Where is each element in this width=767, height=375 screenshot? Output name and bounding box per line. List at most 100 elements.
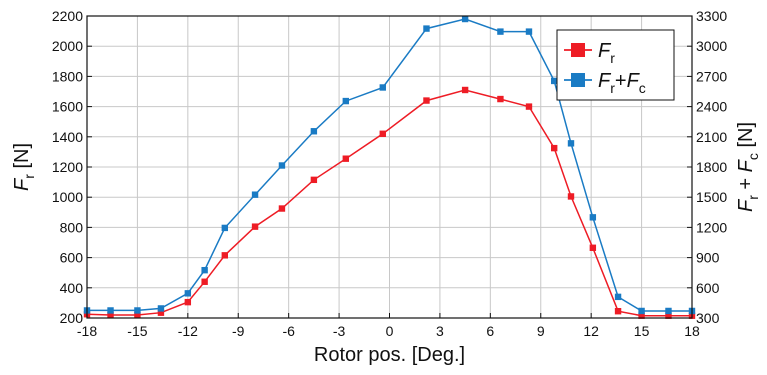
data-point-fr — [251, 223, 259, 230]
legend-frfc-sub: r — [610, 80, 615, 96]
x-tick-label: 12 — [583, 323, 599, 339]
x-tick-label: -3 — [333, 323, 346, 339]
x-tick-label: -12 — [178, 323, 198, 339]
right-y-tick-labels: 300 600 900 1200 1500 1800 2100 2400 2700 3000 330… — [687, 8, 727, 326]
right-y-tick-label: 1800 — [696, 159, 727, 175]
left-y-tick-label: 2000 — [52, 38, 83, 54]
data-point-fr-fc — [461, 15, 469, 23]
right-y-tick-label: 3300 — [696, 8, 727, 24]
x-tick-label: 6 — [486, 323, 494, 339]
legend-label-frfc: Fr+Fc — [598, 70, 646, 96]
data-point-fr-fc — [614, 293, 622, 301]
grid — [86, 15, 693, 319]
legend-label-fr: Fr — [598, 40, 615, 66]
data-point-fr — [550, 144, 558, 152]
left-y-axis-label: Fr [N] — [11, 143, 37, 191]
right-y-label-unit: [N] — [735, 122, 757, 153]
data-point-fr-fc — [567, 140, 575, 147]
x-tick-label: 15 — [634, 323, 650, 339]
legend-fr-main: F — [598, 40, 612, 62]
right-y-label-main2: F — [735, 158, 757, 172]
right-y-label-sub2: c — [745, 153, 761, 160]
data-point-fr — [184, 298, 192, 306]
plot-frame — [86, 15, 693, 319]
data-point-fr-fc — [525, 28, 533, 35]
right-y-tick-label: 300 — [696, 310, 720, 326]
data-point-fr — [342, 155, 350, 162]
data-point-fr-fc — [157, 305, 165, 312]
data-point-fr — [310, 176, 318, 184]
data-point-fr — [638, 312, 645, 319]
right-y-tick-label: 2700 — [696, 68, 727, 84]
data-point-fr-fc — [251, 191, 259, 198]
data-point-fr — [201, 278, 208, 285]
right-y-tick-label: 1500 — [696, 189, 727, 205]
data-point-fr-fc — [638, 307, 645, 315]
data-point-fr-fc — [497, 28, 504, 35]
right-y-tick-label: 3000 — [696, 38, 727, 54]
right-y-tick-label: 2400 — [696, 99, 727, 115]
data-point-fr — [497, 95, 504, 103]
data-point-fr-fc — [184, 290, 192, 297]
data-point-fr — [589, 244, 597, 251]
left-y-tick-label: 1800 — [52, 68, 83, 84]
right-y-tick-label: 1200 — [696, 219, 727, 235]
data-point-fr — [665, 312, 672, 319]
left-y-tick-label: 400 — [60, 280, 84, 296]
x-axis-label: Rotor pos. [Deg.] — [314, 344, 465, 366]
x-tick-label: 3 — [436, 323, 444, 339]
left-y-tick-label: 1600 — [52, 99, 83, 115]
left-y-tick-label: 2200 — [52, 8, 83, 24]
x-tick-label: -6 — [282, 323, 295, 339]
left-y-tick-label: 800 — [60, 219, 84, 235]
data-point-fr — [221, 252, 229, 259]
right-y-axis-label: Fr + Fc [N] — [735, 122, 761, 212]
legend: Fr Fr+Fc — [556, 29, 675, 101]
left-y-label-unit: [N] — [11, 143, 33, 174]
left-y-tick-label: 1400 — [52, 129, 83, 145]
data-point-fr-fc — [423, 25, 430, 32]
data-point-fr-fc — [550, 77, 558, 85]
legend-frfc-main2: F — [627, 70, 641, 92]
legend-frfc-main: F — [598, 70, 612, 92]
right-y-label-plus: + — [735, 172, 757, 195]
x-tick-label: 18 — [684, 323, 700, 339]
right-y-label-sub: r — [745, 195, 761, 200]
data-point-fr-fc — [310, 128, 318, 135]
legend-fr-sub: r — [610, 50, 615, 66]
x-tick-labels: -18 -15 -12 -9 -6 -3 0 3 6 9 12 15 18 — [77, 313, 700, 339]
left-y-tick-labels: 200 400 600 800 1000 1200 1400 1600 1800 2000 2200 — [52, 8, 92, 326]
legend-marker-fr — [571, 43, 585, 57]
left-y-tick-label: 1200 — [52, 159, 83, 175]
data-point-fr — [379, 130, 386, 137]
x-tick-label: -18 — [77, 323, 97, 339]
data-point-fr-fc — [107, 307, 114, 314]
data-point-fr — [461, 86, 469, 94]
data-point-fr-fc — [589, 214, 597, 221]
legend-frfc-sub2: c — [639, 80, 646, 96]
legend-frfc-plus: + — [615, 70, 627, 92]
right-y-tick-label: 2100 — [696, 129, 727, 145]
data-point-fr — [278, 205, 286, 212]
left-y-label-sub: r — [21, 174, 37, 179]
x-tick-label: 9 — [537, 323, 545, 339]
data-point-fr — [107, 311, 114, 319]
right-y-tick-label: 600 — [696, 280, 720, 296]
data-point-fr-fc — [221, 224, 229, 232]
data-point-fr — [614, 308, 622, 315]
data-point-fr — [134, 311, 141, 319]
data-point-fr-fc — [134, 307, 141, 314]
legend-marker-frfc — [571, 73, 585, 87]
right-y-label-main: F — [735, 198, 757, 212]
data-point-fr-fc — [201, 266, 208, 274]
data-point-fr — [525, 103, 533, 110]
left-y-tick-label: 1000 — [52, 189, 83, 205]
right-y-tick-label: 900 — [696, 250, 720, 266]
left-y-tick-label: 200 — [60, 310, 84, 326]
x-tick-label: -15 — [127, 323, 147, 339]
x-tick-label: -9 — [232, 323, 245, 339]
left-y-tick-label: 600 — [60, 250, 84, 266]
data-point-fr-fc — [342, 97, 350, 105]
x-tick-label: 0 — [386, 323, 394, 339]
